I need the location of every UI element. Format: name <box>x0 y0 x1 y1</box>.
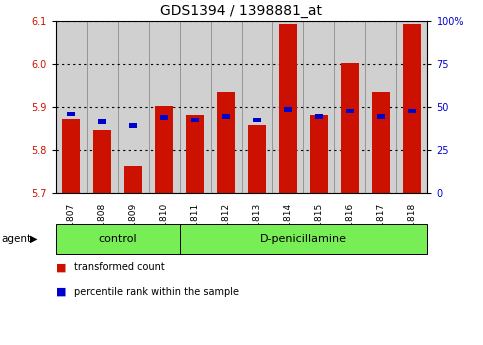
Bar <box>279 24 297 193</box>
Bar <box>222 114 230 119</box>
Bar <box>180 21 211 193</box>
Bar <box>366 21 397 193</box>
Bar <box>284 107 292 112</box>
Text: ■: ■ <box>56 263 66 272</box>
Bar <box>160 115 169 120</box>
Title: GDS1394 / 1398881_at: GDS1394 / 1398881_at <box>160 4 323 18</box>
Bar <box>242 21 272 193</box>
Text: percentile rank within the sample: percentile rank within the sample <box>74 287 239 296</box>
Bar <box>211 21 242 193</box>
Bar <box>310 115 328 193</box>
Bar <box>397 21 427 193</box>
Bar <box>303 21 334 193</box>
Bar <box>341 62 359 193</box>
Bar <box>217 92 235 193</box>
Bar <box>62 119 80 193</box>
Bar <box>186 115 204 193</box>
Bar <box>253 118 261 122</box>
Bar <box>272 21 303 193</box>
Text: agent: agent <box>1 234 31 244</box>
Text: ▶: ▶ <box>30 234 38 244</box>
Bar <box>334 21 366 193</box>
Bar <box>248 126 266 193</box>
Text: D-penicillamine: D-penicillamine <box>260 234 347 244</box>
Bar <box>377 114 385 119</box>
Text: transformed count: transformed count <box>74 263 165 272</box>
Bar <box>86 21 117 193</box>
Bar <box>155 106 173 193</box>
Bar <box>56 224 180 254</box>
Bar <box>408 109 416 114</box>
Bar <box>180 224 427 254</box>
Bar <box>314 114 323 119</box>
Bar <box>124 167 142 193</box>
Bar <box>346 109 355 114</box>
Bar <box>128 123 137 128</box>
Bar <box>56 21 86 193</box>
Text: ■: ■ <box>56 287 66 296</box>
Bar <box>98 119 106 124</box>
Bar <box>372 92 390 193</box>
Text: control: control <box>98 234 137 244</box>
Bar <box>67 112 75 117</box>
Bar <box>117 21 149 193</box>
Bar <box>93 130 112 193</box>
Bar <box>149 21 180 193</box>
Bar <box>191 118 199 122</box>
Bar <box>403 24 421 193</box>
